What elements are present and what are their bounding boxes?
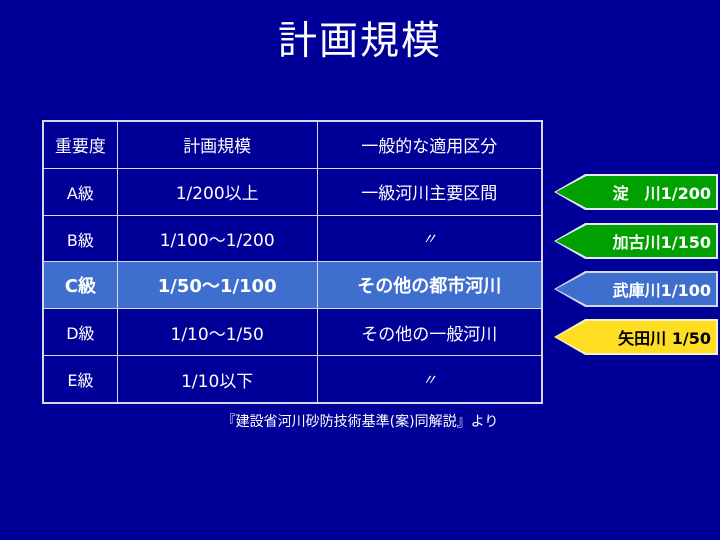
cell-grade: B級 — [42, 214, 118, 263]
table-row: B級 1/100〜1/200 〃 — [42, 214, 543, 263]
callout-arrow-yodogawa: 淀 川1/200 — [556, 176, 716, 208]
cell-grade: C級 — [42, 261, 118, 310]
callout-arrow-mukogawa: 武庫川1/100 — [556, 273, 716, 305]
header-application: 一般的な適用区分 — [316, 121, 543, 169]
page-title: 計画規模 — [277, 19, 442, 64]
cell-scale: 1/100〜1/200 — [116, 214, 318, 263]
callout-label-mukogawa: 武庫川1/100 — [612, 281, 711, 300]
header-grade: 重要度 — [42, 121, 118, 169]
table-row: E級 1/10以下 〃 — [42, 355, 543, 404]
callout-arrow-kakogawa: 加古川1/150 — [556, 225, 716, 257]
table-header-row: 重要度 計画規模 一般的な適用区分 — [42, 121, 543, 169]
cell-grade: E級 — [42, 355, 118, 404]
cell-grade: D級 — [42, 308, 118, 357]
cell-application: 〃 — [316, 214, 543, 263]
cell-application: その他の一般河川 — [316, 308, 543, 357]
cell-grade: A級 — [42, 167, 118, 216]
cell-scale: 1/50〜1/100 — [116, 261, 318, 310]
callout-arrow-yatagawa: 矢田川 1/50 — [556, 321, 716, 353]
table-row-highlighted: C級 1/50〜1/100 その他の都市河川 — [42, 261, 543, 310]
cell-application: 一級河川主要区間 — [316, 167, 543, 216]
callout-label-kakogawa: 加古川1/150 — [612, 233, 711, 252]
callout-label-yatagawa: 矢田川 1/50 — [618, 329, 711, 348]
table-row: D級 1/10〜1/50 その他の一般河川 — [42, 308, 543, 357]
cell-application: その他の都市河川 — [316, 261, 543, 310]
callout-label-yodogawa: 淀 川1/200 — [612, 184, 711, 203]
cell-application: 〃 — [316, 355, 543, 404]
table-source-note: 『建設省河川砂防技術基準(案)同解説』より — [221, 414, 499, 430]
cell-scale: 1/200以上 — [116, 167, 318, 216]
cell-scale: 1/10〜1/50 — [116, 308, 318, 357]
table-row: A級 1/200以上 一級河川主要区間 — [42, 167, 543, 216]
cell-scale: 1/10以下 — [116, 355, 318, 404]
header-scale: 計画規模 — [116, 121, 318, 169]
plan-scale-table: 重要度 計画規模 一般的な適用区分 A級 1/200以上 一級河川主要区間 B級… — [42, 120, 543, 404]
